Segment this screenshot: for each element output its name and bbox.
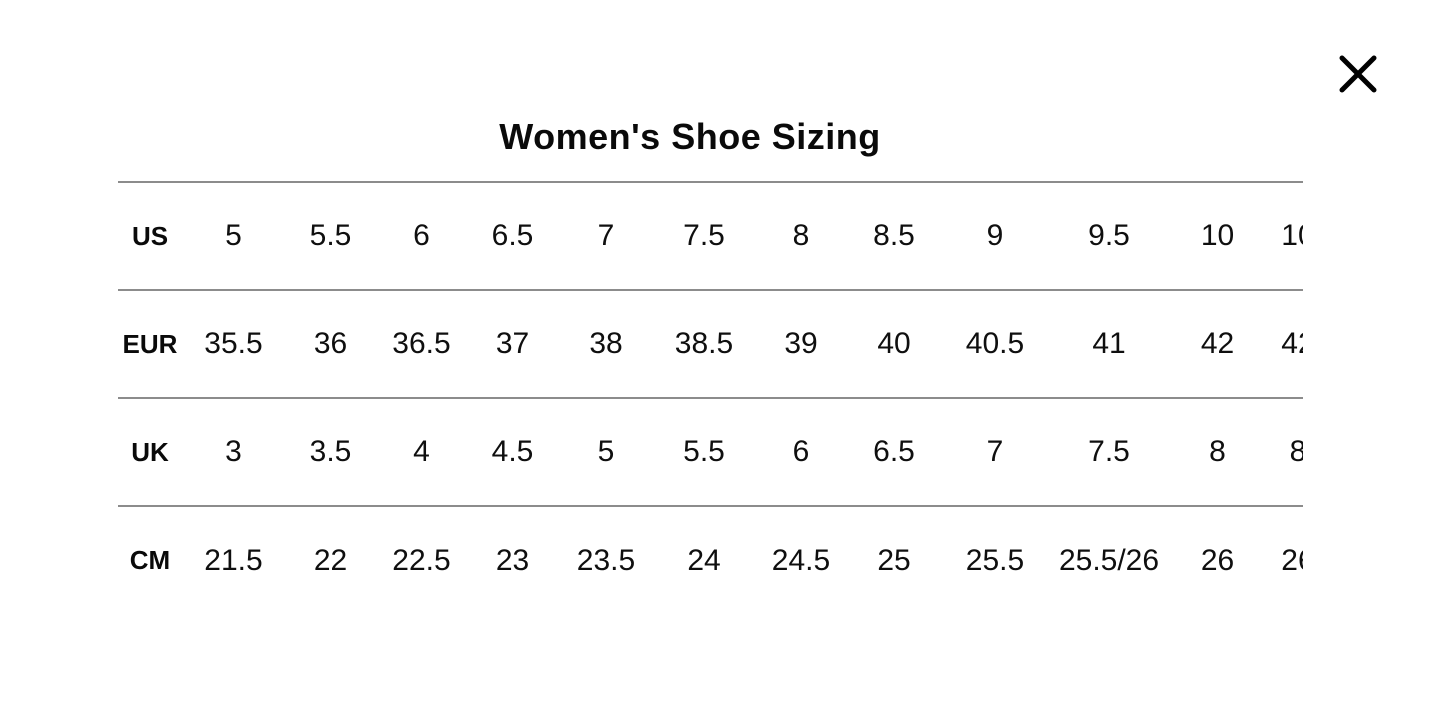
size-cell: 9 [940,181,1050,290]
size-cell: 40 [848,289,940,398]
size-cell: 4.5 [467,397,558,506]
size-cell: 39 [754,289,848,398]
size-cell: 26.5 [1267,505,1303,614]
size-cell: 8.5 [1267,397,1303,506]
size-table: US 5 5.5 6 6.5 7 7.5 8 8.5 9 9.5 10 10.5… [118,181,1303,614]
size-cell: 35.5 [182,289,285,398]
size-cell: 7.5 [654,181,754,290]
size-cell: 6 [754,397,848,506]
size-cell: 5.5 [654,397,754,506]
size-cell: 24 [654,505,754,614]
size-cell: 42.5 [1267,289,1303,398]
close-icon [1339,55,1377,93]
size-cell: 5 [182,181,285,290]
size-cell: 5.5 [285,181,376,290]
row-label: CM [118,505,182,614]
size-cell: 42 [1168,289,1267,398]
close-button[interactable] [1330,46,1386,102]
size-table-viewport: US 5 5.5 6 6.5 7 7.5 8 8.5 9 9.5 10 10.5… [118,181,1303,626]
size-cell: 41 [1050,289,1168,398]
size-cell: 3.5 [285,397,376,506]
size-cell: 21.5 [182,505,285,614]
size-cell: 22.5 [376,505,467,614]
size-cell: 7 [940,397,1050,506]
table-row-uk: UK 3 3.5 4 4.5 5 5.5 6 6.5 7 7.5 8 8.5 [118,397,1303,506]
table-row-us: US 5 5.5 6 6.5 7 7.5 8 8.5 9 9.5 10 10.5 [118,181,1303,290]
table-row-cm: CM 21.5 22 22.5 23 23.5 24 24.5 25 25.5 … [118,505,1303,614]
size-cell: 38 [558,289,654,398]
page-title: Women's Shoe Sizing [499,116,881,158]
size-cell: 6.5 [467,181,558,290]
size-cell: 40.5 [940,289,1050,398]
size-cell: 10.5 [1267,181,1303,290]
size-cell: 10 [1168,181,1267,290]
size-cell: 9.5 [1050,181,1168,290]
size-cell: 23.5 [558,505,654,614]
row-label: UK [118,397,182,506]
size-cell: 26 [1168,505,1267,614]
size-cell: 37 [467,289,558,398]
row-label: EUR [118,289,182,398]
size-cell: 22 [285,505,376,614]
size-cell: 5 [558,397,654,506]
size-cell: 7.5 [1050,397,1168,506]
size-cell: 7 [558,181,654,290]
size-cell: 25.5/26 [1050,505,1168,614]
size-cell: 8 [754,181,848,290]
size-cell: 4 [376,397,467,506]
size-cell: 38.5 [654,289,754,398]
size-cell: 25 [848,505,940,614]
table-row-eur: EUR 35.5 36 36.5 37 38 38.5 39 40 40.5 4… [118,289,1303,398]
size-cell: 25.5 [940,505,1050,614]
size-cell: 8 [1168,397,1267,506]
size-cell: 6 [376,181,467,290]
size-cell: 3 [182,397,285,506]
size-cell: 8.5 [848,181,940,290]
size-cell: 6.5 [848,397,940,506]
size-cell: 23 [467,505,558,614]
size-cell: 24.5 [754,505,848,614]
size-cell: 36.5 [376,289,467,398]
row-label: US [118,181,182,290]
size-cell: 36 [285,289,376,398]
